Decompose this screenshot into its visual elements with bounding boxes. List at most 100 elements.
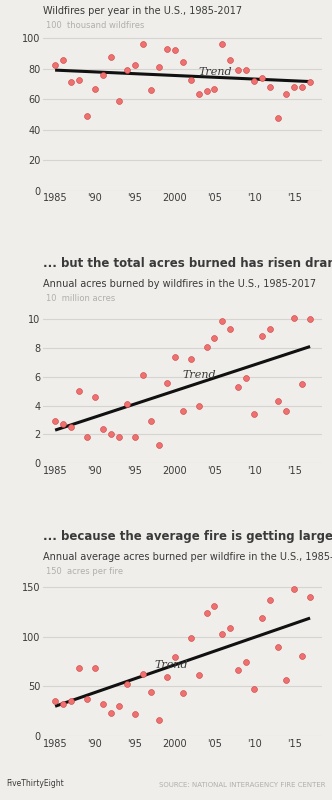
Point bbox=[164, 376, 169, 389]
Point bbox=[228, 622, 233, 634]
Point bbox=[148, 415, 153, 428]
Point bbox=[260, 330, 265, 343]
Point bbox=[204, 606, 209, 619]
Point bbox=[52, 695, 58, 708]
Point bbox=[188, 74, 193, 86]
Point bbox=[299, 650, 305, 662]
Point bbox=[268, 81, 273, 94]
Point bbox=[172, 650, 177, 663]
Point bbox=[299, 81, 305, 94]
Point bbox=[204, 340, 209, 353]
Point bbox=[180, 687, 185, 700]
Point bbox=[132, 431, 137, 444]
Point bbox=[156, 714, 161, 726]
Point bbox=[76, 662, 82, 674]
Text: 150  acres per fire: 150 acres per fire bbox=[46, 567, 123, 576]
Point bbox=[108, 707, 114, 720]
Point bbox=[124, 398, 129, 410]
Point bbox=[76, 385, 82, 398]
Point bbox=[220, 37, 225, 50]
Point bbox=[291, 583, 297, 596]
Point bbox=[276, 111, 281, 124]
Point bbox=[100, 69, 106, 82]
Point bbox=[252, 683, 257, 696]
Point bbox=[204, 84, 209, 97]
Point bbox=[244, 655, 249, 668]
Point bbox=[100, 698, 106, 710]
Point bbox=[180, 56, 185, 69]
Point bbox=[212, 331, 217, 344]
Point bbox=[60, 698, 66, 710]
Point bbox=[212, 82, 217, 95]
Point bbox=[268, 594, 273, 606]
Text: SOURCE: NATIONAL INTERAGENCY FIRE CENTER: SOURCE: NATIONAL INTERAGENCY FIRE CENTER bbox=[159, 782, 325, 788]
Point bbox=[299, 378, 305, 390]
Point bbox=[180, 405, 185, 418]
Text: 10  million acres: 10 million acres bbox=[46, 294, 115, 303]
Point bbox=[116, 700, 122, 713]
Point bbox=[156, 438, 161, 451]
Text: Annual average acres burned per wildfire in the U.S., 1985-2017: Annual average acres burned per wildfire… bbox=[43, 551, 332, 562]
Point bbox=[291, 80, 297, 93]
Point bbox=[260, 71, 265, 84]
Point bbox=[196, 87, 201, 100]
Point bbox=[284, 405, 289, 418]
Point bbox=[156, 61, 161, 74]
Point bbox=[188, 353, 193, 366]
Point bbox=[307, 313, 313, 326]
Point bbox=[84, 110, 90, 122]
Point bbox=[92, 662, 98, 674]
Point bbox=[76, 73, 82, 86]
Point bbox=[164, 670, 169, 683]
Point bbox=[124, 678, 129, 691]
Point bbox=[140, 369, 145, 382]
Point bbox=[220, 627, 225, 640]
Text: Trend: Trend bbox=[183, 370, 216, 380]
Point bbox=[196, 400, 201, 413]
Point bbox=[164, 42, 169, 55]
Point bbox=[291, 311, 297, 324]
Point bbox=[140, 667, 145, 680]
Point bbox=[284, 88, 289, 101]
Point bbox=[228, 54, 233, 66]
Point bbox=[228, 323, 233, 336]
Point bbox=[276, 641, 281, 654]
Point bbox=[140, 37, 145, 50]
Point bbox=[100, 422, 106, 435]
Point bbox=[92, 390, 98, 403]
Point bbox=[212, 600, 217, 613]
Point bbox=[60, 53, 66, 66]
Point bbox=[132, 59, 137, 72]
Point bbox=[172, 350, 177, 363]
Text: ... because the average fire is getting larger: ... because the average fire is getting … bbox=[43, 530, 332, 542]
Point bbox=[188, 631, 193, 644]
Text: Trend: Trend bbox=[155, 660, 188, 670]
Point bbox=[236, 381, 241, 394]
Point bbox=[284, 673, 289, 686]
Point bbox=[252, 408, 257, 421]
Point bbox=[307, 75, 313, 88]
Point bbox=[68, 75, 74, 88]
Point bbox=[68, 421, 74, 434]
Point bbox=[244, 372, 249, 385]
Point bbox=[92, 82, 98, 95]
Point bbox=[84, 431, 90, 444]
Point bbox=[236, 64, 241, 77]
Point bbox=[307, 591, 313, 604]
Point bbox=[260, 612, 265, 625]
Text: 100  thousand wildfires: 100 thousand wildfires bbox=[46, 22, 144, 30]
Text: Trend: Trend bbox=[199, 67, 232, 78]
Point bbox=[252, 74, 257, 87]
Point bbox=[148, 686, 153, 698]
Text: Annual acres burned by wildfires in the U.S., 1985-2017: Annual acres burned by wildfires in the … bbox=[43, 279, 316, 289]
Point bbox=[108, 51, 114, 64]
Point bbox=[84, 693, 90, 706]
Point bbox=[172, 43, 177, 56]
Point bbox=[268, 323, 273, 336]
Point bbox=[60, 418, 66, 430]
Point bbox=[132, 708, 137, 721]
Point bbox=[244, 64, 249, 77]
Point bbox=[220, 314, 225, 327]
Point bbox=[276, 395, 281, 408]
Text: FiveThirtyEight: FiveThirtyEight bbox=[7, 779, 64, 788]
